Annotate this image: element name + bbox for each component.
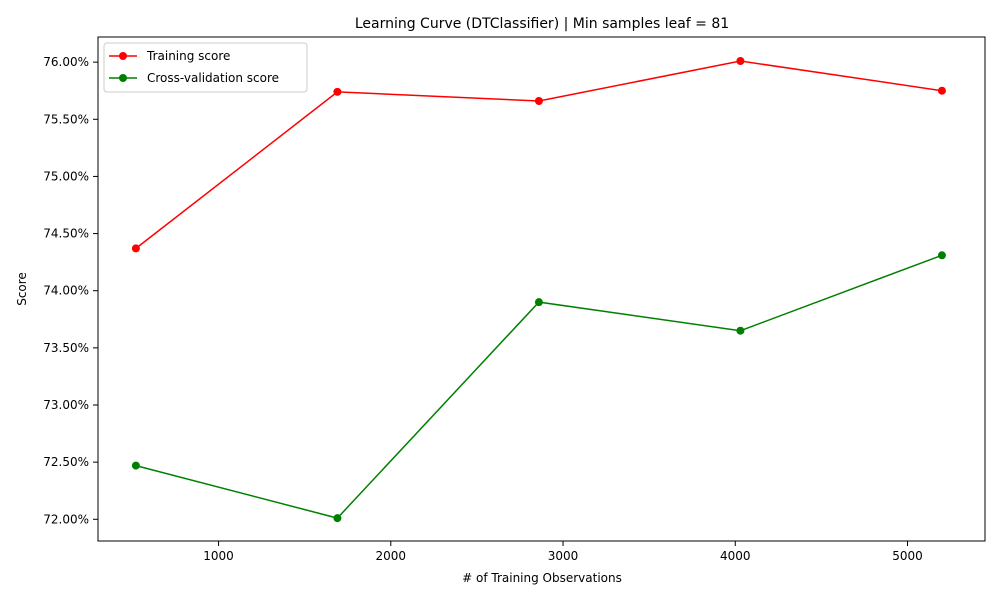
- data-point: [333, 87, 342, 96]
- y-axis-title: Score: [15, 272, 29, 306]
- chart-title: Learning Curve (DTClassifier) | Min samp…: [355, 16, 729, 32]
- plot-frame: [97, 36, 986, 542]
- legend-swatch-marker: [119, 74, 127, 82]
- series-line-1: [135, 254, 943, 519]
- x-tick-label: 4000: [720, 549, 751, 563]
- legend-box: [103, 42, 308, 93]
- y-axis-ticks: 72.00% 72.50% 73.00% 73.50% 74.00% 74.50% 75.0…: [43, 55, 98, 526]
- y-tick-label: 74.00%: [43, 284, 89, 298]
- y-tick-label: 75.00%: [43, 169, 89, 183]
- data-point: [131, 461, 140, 470]
- legend-label: Cross-validation score: [147, 71, 279, 85]
- data-point: [534, 97, 543, 105]
- series-layer: [131, 57, 946, 523]
- data-point: [333, 514, 342, 523]
- data-point: [937, 251, 946, 260]
- data-point: [131, 244, 140, 253]
- data-point: [736, 57, 745, 65]
- y-tick-label: 75.50%: [43, 112, 89, 126]
- legend-swatch-marker: [119, 52, 127, 60]
- x-tick-label: 1000: [203, 549, 234, 563]
- data-point: [937, 86, 946, 95]
- x-tick-label: 3000: [548, 549, 579, 563]
- x-axis-ticks: 1000 2000 3000 4000 5000: [203, 541, 923, 563]
- y-tick-label: 72.50%: [43, 455, 89, 469]
- data-point: [534, 298, 543, 307]
- legend-label: Training score: [146, 49, 230, 63]
- y-tick-label: 76.00%: [43, 55, 89, 69]
- x-tick-label: 5000: [892, 549, 923, 563]
- y-tick-label: 72.00%: [43, 512, 89, 526]
- y-tick-label: 74.50%: [43, 227, 89, 241]
- y-tick-label: 73.50%: [43, 341, 89, 355]
- legend: Training score Cross-validation score: [103, 42, 308, 93]
- y-tick-label: 73.00%: [43, 398, 89, 412]
- data-point: [736, 326, 745, 335]
- x-tick-label: 2000: [376, 549, 407, 563]
- x-axis-title: # of Training Observations: [462, 571, 622, 585]
